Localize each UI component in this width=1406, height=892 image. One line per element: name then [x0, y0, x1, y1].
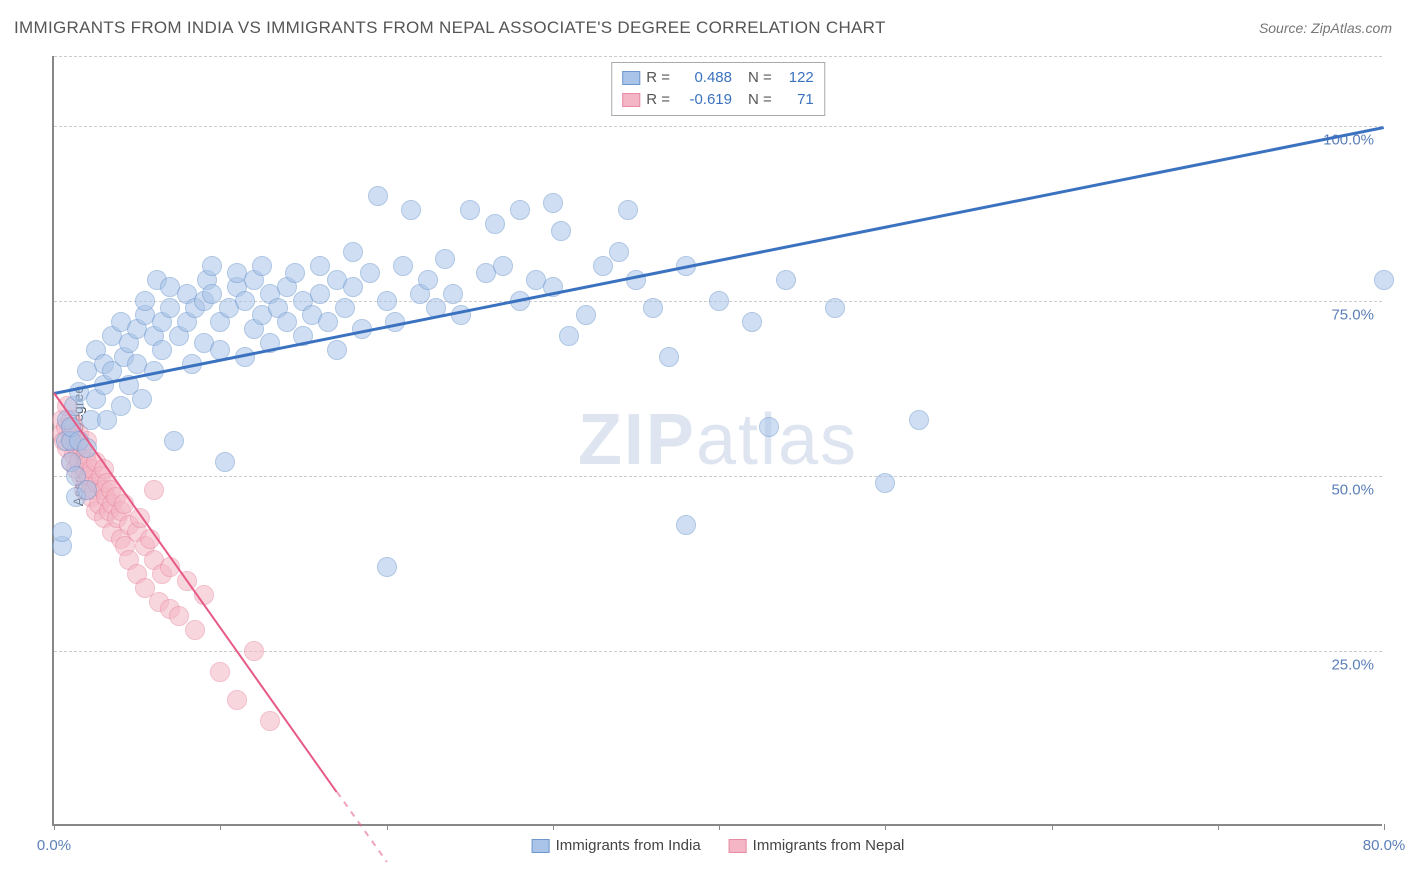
data-point-india [626, 270, 646, 290]
data-point-india [875, 473, 895, 493]
data-point-india [164, 431, 184, 451]
data-point-nepal [144, 480, 164, 500]
x-tick-mark [1218, 824, 1219, 830]
source-label: Source: ZipAtlas.com [1259, 20, 1392, 36]
legend-row-nepal: R = -0.619 N = 71 [622, 89, 814, 111]
correlation-legend: R = 0.488 N = 122 R = -0.619 N = 71 [611, 62, 825, 116]
data-point-nepal [210, 662, 230, 682]
data-point-india [310, 256, 330, 276]
data-point-india [576, 305, 596, 325]
data-point-nepal [244, 641, 264, 661]
legend-item-nepal: Immigrants from Nepal [729, 837, 905, 854]
data-point-india [709, 291, 729, 311]
y-tick-label: 50.0% [1331, 482, 1374, 499]
series-legend: Immigrants from India Immigrants from Ne… [532, 837, 905, 854]
x-tick-mark [1384, 824, 1385, 830]
n-value-india: 122 [778, 67, 814, 89]
x-tick-mark [719, 824, 720, 830]
data-point-india [593, 256, 613, 276]
data-point-india [152, 340, 172, 360]
legend-row-india: R = 0.488 N = 122 [622, 67, 814, 89]
data-point-india [343, 242, 363, 262]
data-point-india [393, 256, 413, 276]
chart-title: IMMIGRANTS FROM INDIA VS IMMIGRANTS FROM… [14, 18, 886, 38]
data-point-india [111, 396, 131, 416]
data-point-india [135, 291, 155, 311]
x-tick-label: 0.0% [37, 837, 71, 854]
swatch-nepal [622, 93, 640, 107]
data-point-india [401, 200, 421, 220]
data-point-india [202, 284, 222, 304]
data-point-india [659, 347, 679, 367]
data-point-nepal [169, 606, 189, 626]
data-point-india [559, 326, 579, 346]
gridline [54, 56, 1382, 57]
y-tick-label: 25.0% [1331, 657, 1374, 674]
n-value-nepal: 71 [778, 89, 814, 111]
data-point-india [443, 284, 463, 304]
data-point-india [52, 522, 72, 542]
data-point-india [1374, 270, 1394, 290]
data-point-india [160, 298, 180, 318]
data-point-india [742, 312, 762, 332]
data-point-india [318, 312, 338, 332]
data-point-india [77, 480, 97, 500]
swatch-india [622, 71, 640, 85]
x-tick-mark [885, 824, 886, 830]
data-point-india [343, 277, 363, 297]
data-point-india [543, 193, 563, 213]
data-point-india [618, 200, 638, 220]
gridline [54, 476, 1382, 477]
data-point-india [310, 284, 330, 304]
swatch-nepal [729, 839, 747, 853]
legend-item-india: Immigrants from India [532, 837, 701, 854]
x-tick-mark [220, 824, 221, 830]
data-point-india [377, 291, 397, 311]
data-point-india [551, 221, 571, 241]
data-point-india [435, 249, 455, 269]
x-tick-mark [553, 824, 554, 830]
data-point-india [493, 256, 513, 276]
data-point-india [418, 270, 438, 290]
data-point-india [285, 263, 305, 283]
data-point-nepal [227, 690, 247, 710]
data-point-india [776, 270, 796, 290]
data-point-india [215, 452, 235, 472]
scatter-plot: ZIPatlas R = 0.488 N = 122 R = -0.619 N … [52, 56, 1382, 826]
data-point-india [460, 200, 480, 220]
data-point-india [909, 410, 929, 430]
data-point-india [510, 200, 530, 220]
data-point-india [368, 186, 388, 206]
data-point-india [377, 557, 397, 577]
data-point-india [360, 263, 380, 283]
data-point-india [676, 515, 696, 535]
y-tick-label: 75.0% [1331, 307, 1374, 324]
r-value-india: 0.488 [676, 67, 732, 89]
trend-line [53, 392, 337, 792]
data-point-india [277, 312, 297, 332]
gridline [54, 126, 1382, 127]
data-point-india [485, 214, 505, 234]
r-value-nepal: -0.619 [676, 89, 732, 111]
data-point-india [235, 291, 255, 311]
x-tick-mark [387, 824, 388, 830]
data-point-india [335, 298, 355, 318]
swatch-india [532, 839, 550, 853]
data-point-india [825, 298, 845, 318]
data-point-nepal [185, 620, 205, 640]
data-point-nepal [260, 711, 280, 731]
watermark: ZIPatlas [578, 399, 858, 481]
data-point-india [252, 256, 272, 276]
x-tick-mark [1052, 824, 1053, 830]
data-point-india [132, 389, 152, 409]
data-point-india [759, 417, 779, 437]
trend-line [336, 791, 387, 862]
x-tick-label: 80.0% [1363, 837, 1406, 854]
data-point-india [202, 256, 222, 276]
x-tick-mark [54, 824, 55, 830]
data-point-india [643, 298, 663, 318]
data-point-india [609, 242, 629, 262]
data-point-india [327, 340, 347, 360]
